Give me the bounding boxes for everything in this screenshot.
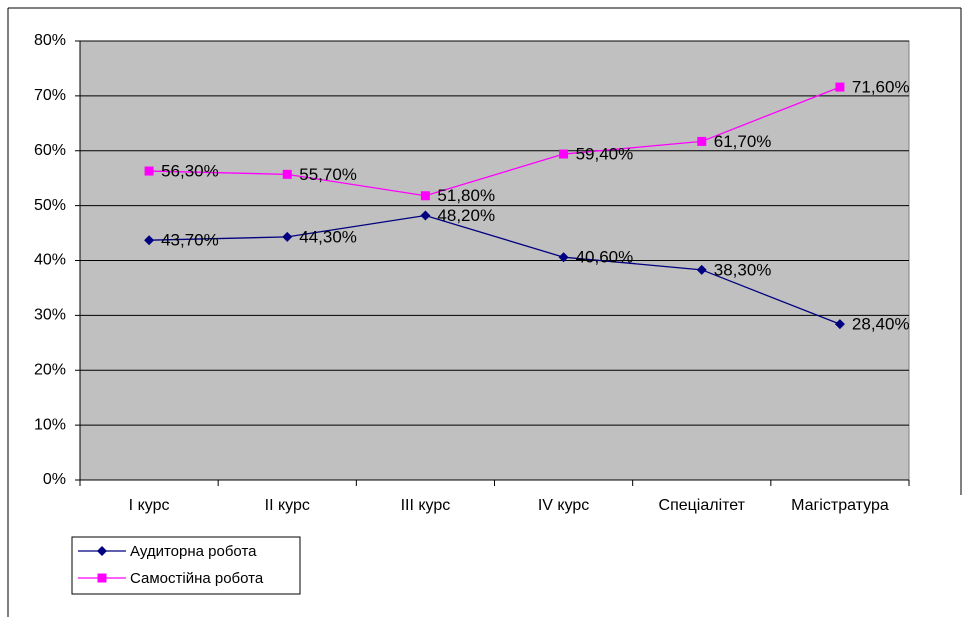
marker: [144, 166, 154, 176]
x-tick-label: III курс: [401, 497, 451, 514]
x-tick-label: II курс: [265, 497, 310, 514]
data-label: 43,70%: [161, 231, 219, 250]
data-label: 44,30%: [299, 227, 357, 246]
legend: [71, 536, 301, 595]
marker: [834, 319, 845, 330]
data-label: 71,60%: [852, 78, 910, 97]
marker: [282, 169, 292, 179]
y-tick-label: 80%: [34, 32, 66, 49]
marker: [420, 191, 430, 201]
marker: [558, 252, 569, 263]
y-tick-label: 20%: [34, 361, 66, 378]
marker: [282, 231, 293, 242]
marker: [559, 149, 569, 159]
marker: [420, 210, 431, 221]
data-label: 61,70%: [714, 132, 772, 151]
data-label: 28,40%: [852, 315, 910, 334]
data-label: 40,60%: [576, 248, 634, 267]
y-tick-label: 10%: [34, 416, 66, 433]
y-tick-label: 50%: [34, 197, 66, 214]
y-tick-label: 30%: [34, 307, 66, 324]
data-label: 51,80%: [437, 186, 495, 205]
x-tick-label: Магістратура: [791, 497, 889, 514]
y-tick-label: 70%: [34, 87, 66, 104]
legend-label: Самостійна робота: [130, 570, 264, 587]
legend-label: Аудиторна робота: [130, 543, 257, 560]
data-label: 38,30%: [714, 260, 772, 279]
x-tick-label: Спеціалітет: [659, 497, 746, 514]
legend-marker: [97, 573, 107, 583]
x-tick-label: IV курс: [538, 497, 589, 514]
x-tick-label: I курс: [129, 497, 170, 514]
marker: [144, 235, 155, 246]
marker: [696, 264, 707, 275]
data-label: 48,20%: [437, 206, 495, 225]
legend-marker: [97, 546, 107, 556]
series-line: [149, 86, 841, 197]
data-label: 59,40%: [576, 145, 634, 164]
data-label: 55,70%: [299, 165, 357, 184]
marker: [697, 136, 707, 146]
series-line: [149, 214, 841, 325]
data-label: 56,30%: [161, 162, 219, 181]
marker: [835, 82, 845, 92]
y-tick-label: 0%: [43, 471, 66, 488]
y-tick-label: 40%: [34, 252, 66, 269]
y-tick-label: 60%: [34, 142, 66, 159]
